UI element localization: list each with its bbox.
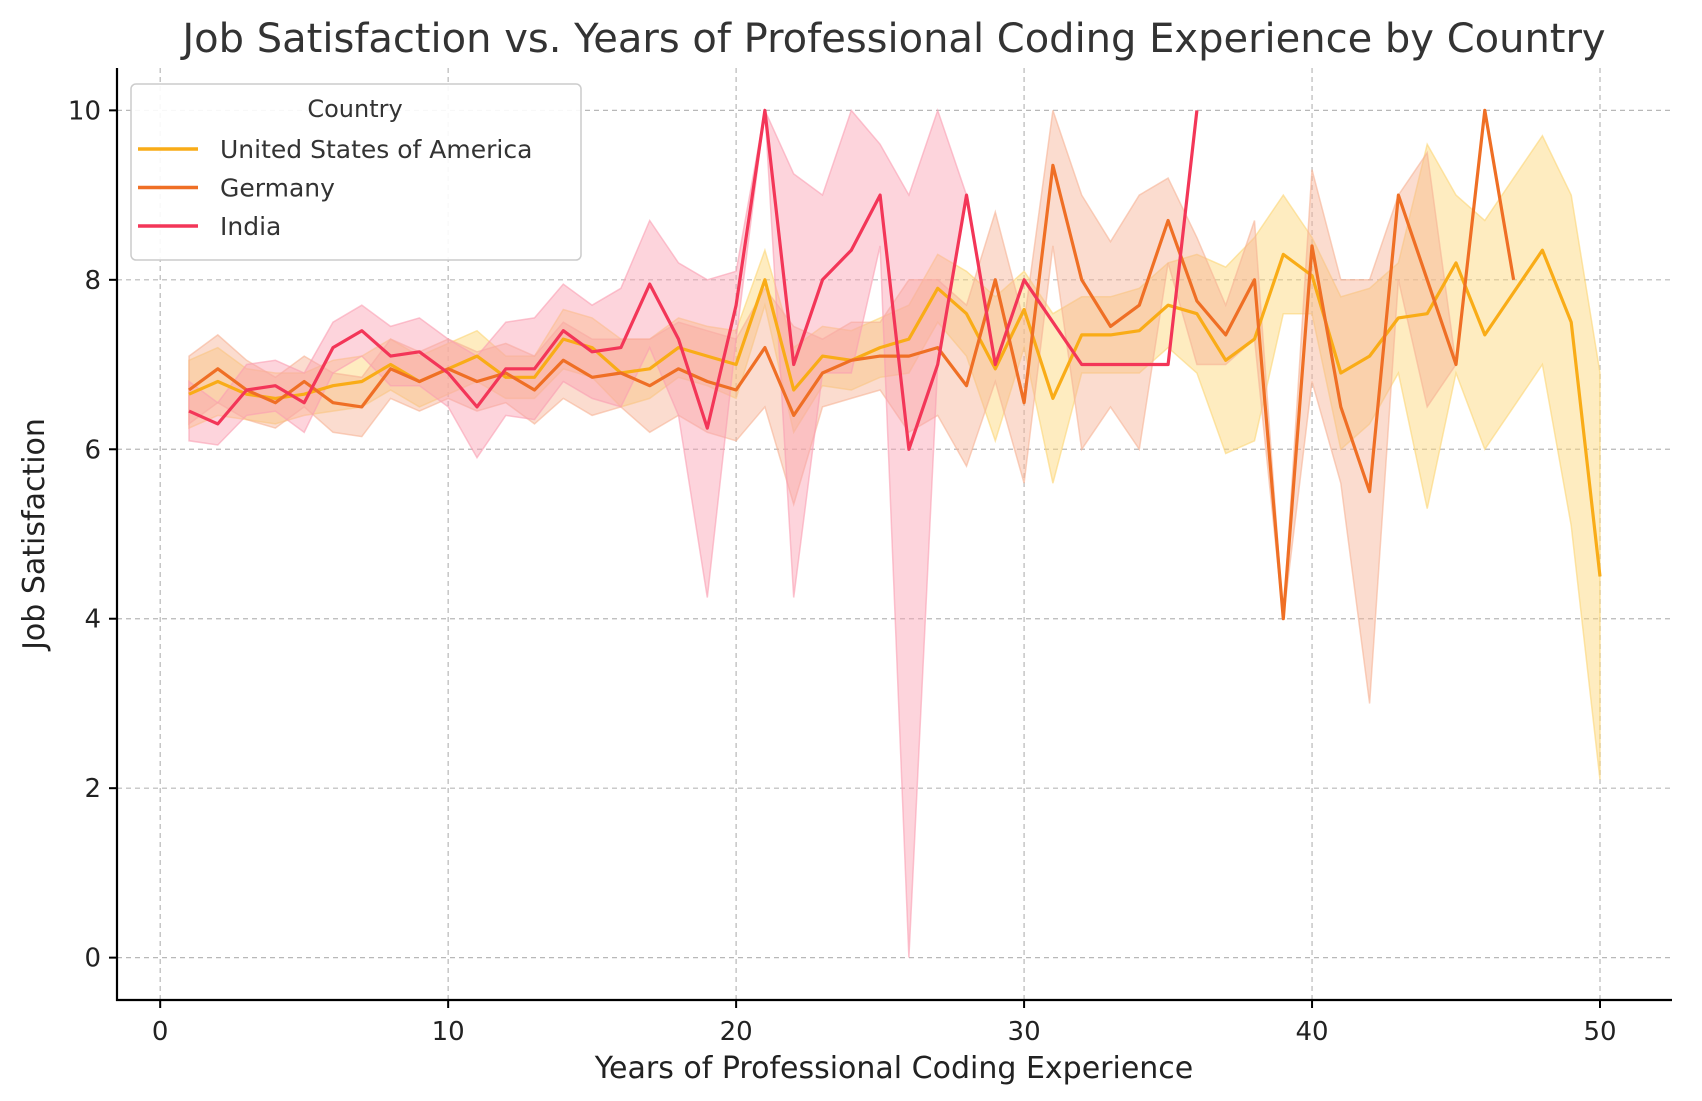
x-tick-label: 40: [1295, 1017, 1328, 1047]
y-axis-label: Job Satisfaction: [17, 418, 52, 652]
x-tick-label: 10: [432, 1017, 465, 1047]
x-tick-label: 30: [1008, 1017, 1041, 1047]
series-lines: [188, 108, 1602, 621]
legend-label: India: [220, 212, 281, 241]
y-tick-label: 10: [68, 96, 101, 126]
y-tick-label: 6: [84, 435, 101, 465]
line-germany: [188, 108, 1516, 621]
y-tick-label: 4: [84, 605, 101, 635]
x-tick-label: 20: [720, 1017, 753, 1047]
x-ticks: 0 10 20 30 40 50: [152, 1000, 1617, 1047]
legend-label: United States of America: [220, 135, 532, 164]
legend-title: Country: [307, 95, 402, 123]
chart-title: Job Satisfaction vs. Years of Profession…: [179, 16, 1605, 62]
legend-item-india: India: [138, 212, 281, 241]
line-india: [188, 108, 1199, 451]
legend-box: [130, 83, 582, 261]
y-tick-label: 0: [84, 944, 101, 974]
y-tick-label: 2: [84, 774, 101, 804]
x-axis-label: Years of Professional Coding Experience: [594, 1051, 1194, 1086]
x-tick-label: 0: [152, 1017, 169, 1047]
legend-item-germany: Germany: [138, 174, 335, 203]
x-tick-label: 50: [1583, 1017, 1616, 1047]
axes: [115, 68, 1672, 1002]
legend: Country United States of America Germany I…: [130, 83, 582, 261]
legend-label: Germany: [220, 174, 335, 203]
legend-item-united-states-of-america: United States of America: [138, 135, 532, 164]
legend-items: United States of America Germany India: [138, 135, 532, 241]
y-tick-label: 8: [84, 266, 101, 296]
y-ticks: 0 2 4 6 8 10: [68, 96, 117, 974]
